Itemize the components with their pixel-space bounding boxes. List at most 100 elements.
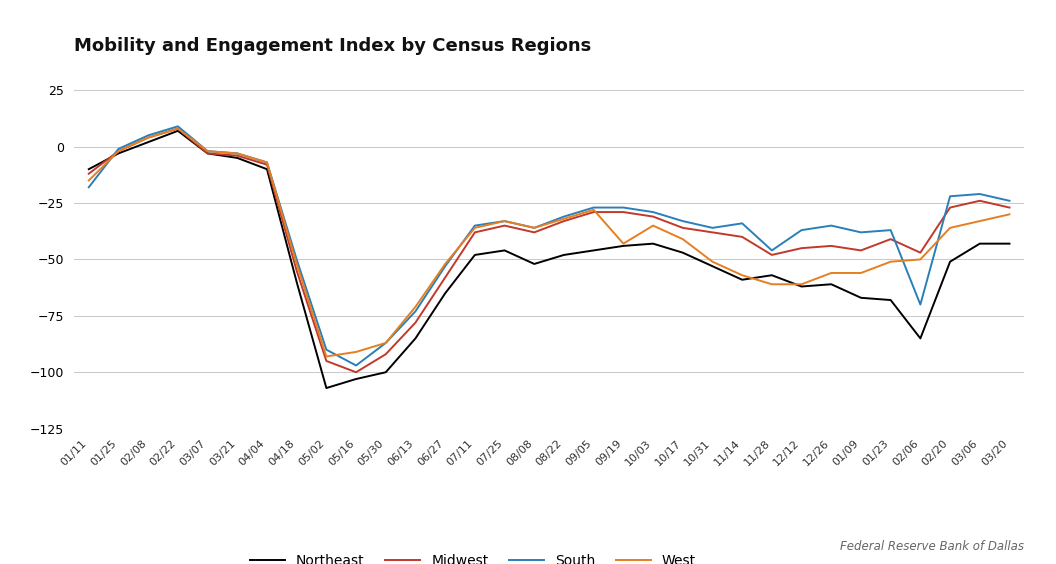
Northeast [469, 252, 482, 258]
Northeast [231, 155, 244, 161]
West [587, 206, 600, 213]
West [171, 125, 184, 132]
Midwest [587, 209, 600, 215]
Midwest [439, 274, 452, 281]
West [350, 349, 362, 355]
West [469, 224, 482, 231]
Line: Midwest: Midwest [89, 129, 1010, 372]
Northeast [854, 294, 867, 301]
Midwest [825, 243, 837, 249]
Northeast [825, 281, 837, 288]
Northeast [736, 276, 749, 283]
Northeast [706, 263, 719, 270]
South [706, 224, 719, 231]
South [944, 193, 957, 200]
Midwest [469, 229, 482, 236]
Midwest [379, 351, 392, 358]
West [409, 303, 421, 310]
South [112, 146, 125, 152]
Legend: Northeast, Midwest, South, West: Northeast, Midwest, South, West [245, 548, 701, 564]
Midwest [944, 204, 957, 211]
Midwest [1003, 204, 1016, 211]
Midwest [706, 229, 719, 236]
South [617, 204, 629, 211]
Text: Federal Reserve Bank of Dallas: Federal Reserve Bank of Dallas [841, 540, 1024, 553]
Midwest [231, 152, 244, 159]
South [854, 229, 867, 236]
West [617, 240, 629, 247]
South [1003, 197, 1016, 204]
Northeast [528, 261, 541, 267]
Northeast [350, 376, 362, 382]
Northeast [82, 166, 95, 173]
Midwest [736, 233, 749, 240]
Midwest [854, 247, 867, 254]
Northeast [290, 279, 303, 285]
Northeast [1003, 240, 1016, 247]
South [587, 204, 600, 211]
West [825, 270, 837, 276]
West [290, 261, 303, 267]
South [261, 159, 274, 166]
West [854, 270, 867, 276]
West [766, 281, 778, 288]
Midwest [795, 245, 808, 252]
Midwest [677, 224, 690, 231]
Northeast [202, 150, 214, 157]
Midwest [884, 236, 897, 243]
Northeast [587, 247, 600, 254]
South [884, 227, 897, 233]
South [646, 209, 659, 215]
West [795, 281, 808, 288]
South [231, 150, 244, 157]
Northeast [439, 290, 452, 297]
West [142, 134, 154, 141]
South [439, 263, 452, 270]
Midwest [142, 134, 154, 141]
Midwest [766, 252, 778, 258]
Midwest [617, 209, 629, 215]
West [944, 224, 957, 231]
Northeast [677, 249, 690, 256]
Northeast [884, 297, 897, 303]
South [290, 256, 303, 263]
West [379, 340, 392, 346]
Midwest [261, 161, 274, 168]
South [142, 132, 154, 139]
South [528, 224, 541, 231]
Northeast [617, 243, 629, 249]
Northeast [261, 166, 274, 173]
Northeast [944, 258, 957, 265]
Midwest [82, 170, 95, 177]
Northeast [795, 283, 808, 290]
South [677, 218, 690, 224]
Line: South: South [89, 126, 1010, 365]
Northeast [379, 369, 392, 376]
Northeast [112, 150, 125, 157]
West [677, 236, 690, 243]
Midwest [171, 125, 184, 132]
West [320, 353, 333, 360]
Northeast [409, 335, 421, 342]
Midwest [914, 249, 927, 256]
Northeast [171, 127, 184, 134]
Northeast [498, 247, 511, 254]
South [766, 247, 778, 254]
Northeast [766, 272, 778, 279]
South [558, 213, 570, 220]
South [171, 123, 184, 130]
South [974, 191, 986, 197]
West [528, 224, 541, 231]
West [884, 258, 897, 265]
Northeast [646, 240, 659, 247]
South [469, 222, 482, 229]
Midwest [974, 197, 986, 204]
South [350, 362, 362, 369]
South [379, 340, 392, 346]
Northeast [558, 252, 570, 258]
West [439, 261, 452, 267]
West [112, 148, 125, 155]
South [736, 220, 749, 227]
Line: West: West [89, 129, 1010, 356]
South [498, 218, 511, 224]
